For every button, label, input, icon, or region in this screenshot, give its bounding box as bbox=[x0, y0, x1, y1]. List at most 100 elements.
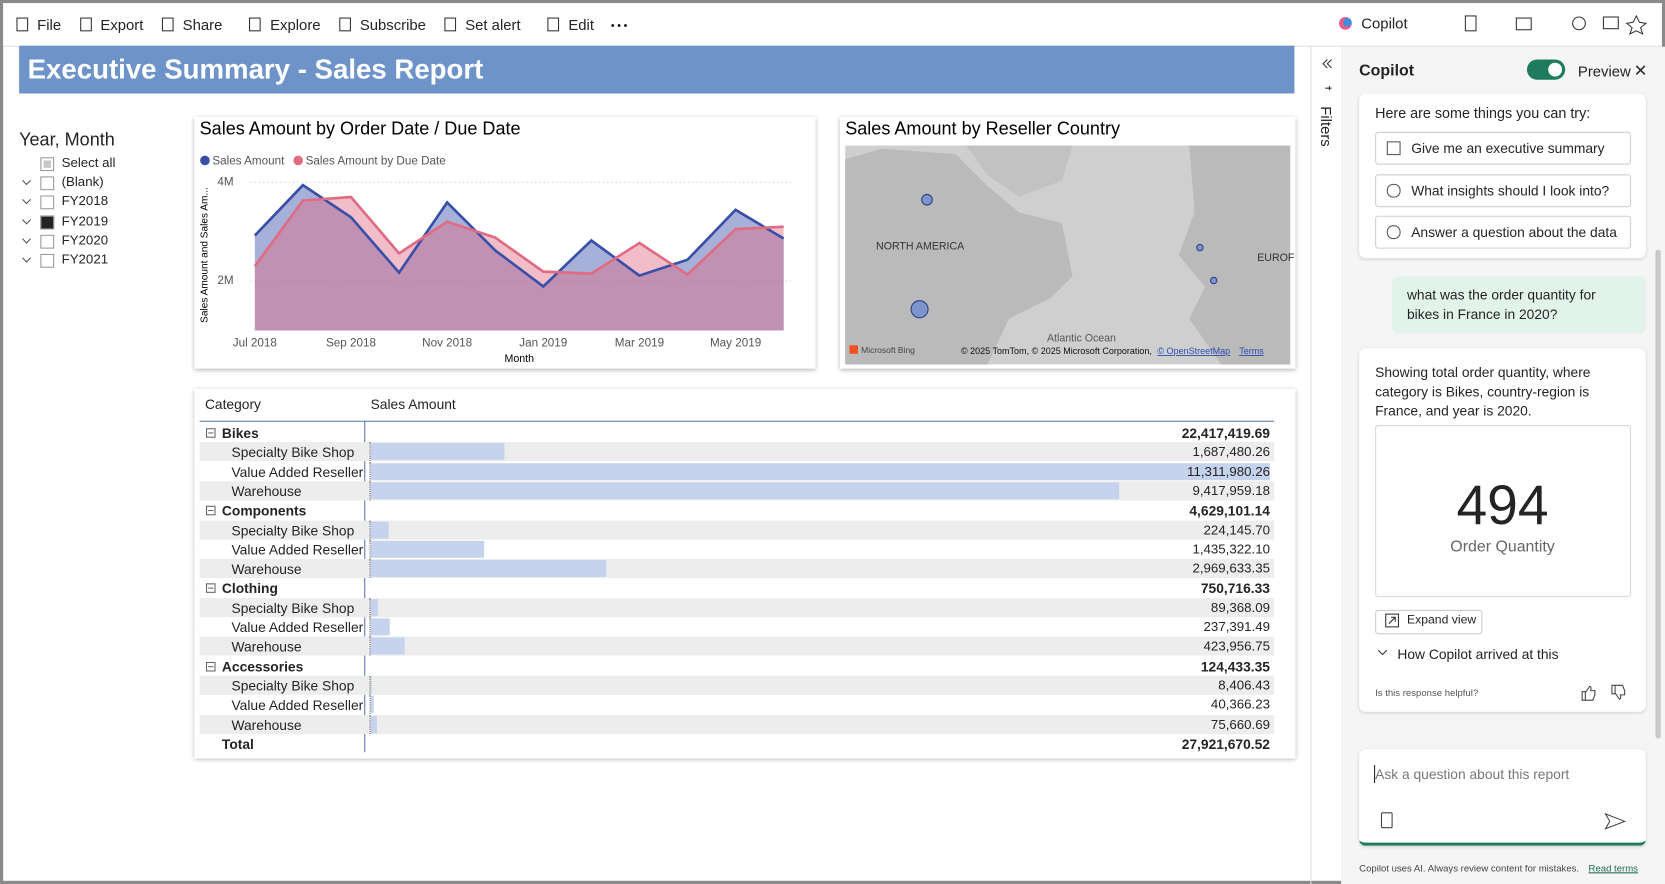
map-bubble bbox=[1196, 243, 1204, 252]
toolbar-label: Subscribe bbox=[359, 15, 426, 33]
input-icons[interactable] bbox=[1378, 811, 1633, 832]
toolbar-icon bbox=[161, 17, 174, 32]
map-label: EUROF bbox=[1257, 252, 1295, 264]
suggestion[interactable]: What insights should I look into? bbox=[1375, 173, 1632, 207]
matrix-header: Sales Amount bbox=[370, 396, 456, 413]
area bbox=[254, 185, 784, 331]
toolbar-button[interactable]: Edit bbox=[546, 16, 594, 33]
close-icon[interactable] bbox=[1634, 64, 1647, 77]
slicer-item[interactable]: (Blank) bbox=[61, 174, 104, 190]
area bbox=[254, 197, 784, 331]
x-tick-label: Mar 2019 bbox=[615, 336, 664, 349]
copilot-icon bbox=[1339, 17, 1352, 30]
toolbar-label: Export bbox=[100, 15, 144, 33]
x-tick-label: May 2019 bbox=[710, 336, 761, 349]
expand-button[interactable] bbox=[1375, 609, 1483, 635]
response-card bbox=[1359, 348, 1646, 712]
copilot-label: Copilot bbox=[1361, 14, 1408, 32]
legend-label: Sales Amount bbox=[212, 155, 285, 168]
more-button[interactable] bbox=[611, 15, 628, 34]
suggestion[interactable]: Answer a question about the data bbox=[1375, 215, 1632, 249]
slicer-item[interactable]: Select all bbox=[61, 155, 116, 170]
matrix-header: Category bbox=[204, 396, 261, 413]
expand-chevron[interactable] bbox=[22, 234, 32, 244]
x-axis-label: Month bbox=[505, 353, 535, 365]
checkbox[interactable] bbox=[40, 157, 55, 172]
copilot-button[interactable]: Copilot bbox=[1338, 15, 1408, 32]
slicer-item[interactable]: FY2020 bbox=[61, 232, 109, 248]
toolbar-icon bbox=[339, 17, 351, 32]
checkbox[interactable] bbox=[40, 253, 55, 268]
suggestion-icon bbox=[1386, 141, 1401, 156]
suggestion-label: What insights should I look into? bbox=[1411, 182, 1610, 199]
checkbox[interactable] bbox=[40, 195, 55, 210]
map: Sales Amount by Reseller Country NORTH A… bbox=[845, 118, 1295, 365]
toolbar-label: Explore bbox=[270, 15, 321, 33]
y-tick-label: 4M bbox=[217, 175, 233, 188]
line-chart: Sales Amount by Order Date / Due Date Mo… bbox=[200, 118, 792, 365]
toolbar-button[interactable]: Export bbox=[78, 16, 143, 33]
expand-chevron[interactable] bbox=[22, 214, 32, 225]
expand-chevron[interactable] bbox=[22, 253, 32, 263]
map-land bbox=[845, 148, 1073, 365]
copilot-title: Copilot bbox=[1359, 61, 1415, 80]
expand-label: Expand view bbox=[1406, 614, 1477, 627]
header-line bbox=[199, 420, 1275, 422]
checkbox[interactable] bbox=[40, 215, 55, 230]
slicer-item[interactable]: FY2021 bbox=[61, 251, 109, 267]
user-message: what was the order quantity for bikes in… bbox=[1392, 276, 1646, 334]
suggestion[interactable]: Give me an executive summary bbox=[1375, 131, 1632, 165]
x-tick-label: Jul 2018 bbox=[233, 336, 277, 349]
toolbar-button[interactable]: File bbox=[15, 16, 61, 33]
helpful: Is this response helpful? bbox=[1375, 687, 1479, 699]
toolbar-icon bbox=[249, 17, 262, 32]
map-land bbox=[1178, 145, 1291, 365]
map-attribution: © 2025 TomTom, © 2025 Microsoft Corporat… bbox=[961, 346, 1152, 356]
expand-chevron[interactable] bbox=[22, 195, 32, 205]
toolbar-icon bbox=[444, 17, 457, 32]
suggestion-icon bbox=[1386, 225, 1401, 240]
intro: Here are some things you can try: bbox=[1375, 105, 1591, 122]
input-box[interactable] bbox=[1359, 749, 1646, 846]
terms-link[interactable]: Terms bbox=[1239, 346, 1264, 356]
checkbox-partial bbox=[43, 160, 51, 168]
disclaimer: Copilot uses AI. Always review content f… bbox=[1359, 862, 1580, 874]
toolbar-icons bbox=[1464, 14, 1648, 36]
checkbox[interactable] bbox=[40, 176, 55, 191]
toolbar-button[interactable]: Explore bbox=[248, 16, 321, 33]
suggestion-label: Give me an executive summary bbox=[1411, 140, 1605, 157]
expand-icon bbox=[1385, 613, 1400, 628]
x-tick-label: Sep 2018 bbox=[326, 336, 376, 349]
preview-toggle[interactable] bbox=[1526, 59, 1566, 80]
read-terms[interactable]: Read terms bbox=[1588, 862, 1638, 874]
how-link[interactable]: How Copilot arrived at this bbox=[1397, 646, 1559, 662]
suggestion-icon bbox=[1386, 183, 1401, 198]
chart-title: Sales Amount by Order Date / Due Date bbox=[200, 118, 521, 138]
suggestion-label: Answer a question about the data bbox=[1411, 224, 1617, 241]
y-axis-label: Sales Amount and Sales Am... bbox=[200, 187, 211, 323]
slicer-title: Year, Month bbox=[19, 129, 115, 150]
map-bubble bbox=[921, 193, 933, 206]
map-title: Sales Amount by Reseller Country bbox=[845, 118, 1120, 138]
toolbar-button[interactable]: Share bbox=[160, 16, 222, 33]
slicer-item[interactable]: FY2019 bbox=[61, 213, 109, 229]
map-label: NORTH AMERICA bbox=[876, 240, 965, 252]
toolbar-button[interactable]: Subscribe bbox=[338, 16, 426, 33]
expand-chevron[interactable] bbox=[22, 176, 32, 186]
toolbar-items: File Export Share Explore Subscribe Set alert… bbox=[15, 15, 628, 34]
toolbar-label: Set alert bbox=[465, 15, 521, 33]
osm-link[interactable]: © OpenStreetMap bbox=[1157, 346, 1230, 356]
column-line bbox=[364, 420, 366, 753]
toolbar-icon bbox=[79, 17, 92, 32]
filters-label[interactable]: Filters bbox=[1317, 106, 1335, 147]
collapse-icon[interactable] bbox=[1320, 56, 1335, 94]
map-land bbox=[966, 145, 1073, 197]
toolbar-button[interactable]: Set alert bbox=[443, 16, 521, 33]
feedback-icons[interactable] bbox=[1580, 684, 1627, 701]
checkbox[interactable] bbox=[40, 234, 55, 249]
card-value: 494 bbox=[1456, 474, 1549, 537]
slicer-item[interactable]: FY2018 bbox=[61, 193, 109, 209]
y-tick-label: 2M bbox=[217, 274, 233, 287]
